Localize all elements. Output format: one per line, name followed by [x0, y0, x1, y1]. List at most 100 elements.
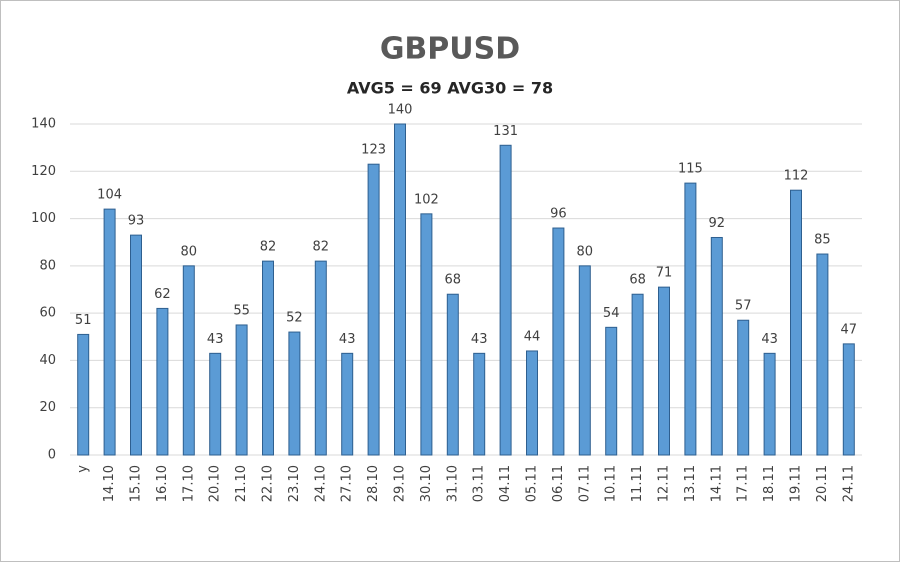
x-tick-label: 29.10: [393, 465, 408, 502]
bar: [77, 333, 90, 456]
data-label: 52: [286, 311, 303, 326]
bar: [578, 265, 591, 456]
data-label: 96: [550, 207, 567, 222]
x-tick-label: 17.11: [736, 465, 751, 502]
x-tick-label: 30.10: [419, 465, 434, 502]
x-tick-label: 14.11: [709, 465, 724, 502]
data-label: 93: [128, 214, 145, 229]
data-label: 80: [577, 244, 594, 259]
bar: [842, 343, 855, 456]
x-tick-label: у: [76, 465, 91, 473]
bar: [182, 265, 195, 456]
data-label: 68: [629, 273, 646, 288]
x-tick-label: 22.10: [261, 465, 276, 502]
data-label: 104: [97, 188, 122, 203]
bar: [209, 352, 222, 456]
data-label: 43: [761, 332, 778, 347]
data-label: 51: [75, 313, 92, 328]
data-label: 140: [388, 103, 413, 118]
data-label: 82: [260, 240, 277, 255]
bar: [763, 352, 776, 456]
data-label: 82: [313, 240, 330, 255]
data-label: 123: [361, 143, 386, 158]
x-tick-label: 21.10: [234, 465, 249, 502]
y-tick-label: 80: [39, 258, 56, 273]
data-label: 80: [181, 244, 198, 259]
x-tick-label: 15.10: [129, 465, 144, 502]
x-tick-label: 18.11: [762, 465, 777, 502]
x-tick-label: 06.11: [551, 465, 566, 502]
bar: [552, 227, 565, 456]
x-tick-label: 23.10: [287, 465, 302, 502]
bar: [790, 189, 802, 456]
bar: [420, 213, 433, 456]
x-tick-label: 27.10: [340, 465, 355, 502]
data-label: 92: [709, 216, 726, 231]
x-tick-label: 31.10: [445, 465, 460, 502]
bar: [816, 253, 829, 456]
bar: [658, 286, 670, 456]
data-label: 112: [784, 169, 809, 184]
bar: [235, 324, 248, 456]
bar: [314, 260, 327, 456]
bar: [394, 123, 406, 456]
y-tick-label: 40: [39, 353, 56, 368]
y-tick-label: 0: [48, 448, 56, 463]
x-tick-label: 20.11: [815, 465, 830, 502]
data-label: 71: [656, 266, 673, 281]
bar: [499, 144, 512, 456]
data-label: 47: [841, 322, 858, 337]
x-tick-label: 24.10: [313, 465, 328, 502]
x-tick-label: 10.11: [604, 465, 619, 502]
x-tick-label: 11.11: [630, 465, 645, 502]
bar: [631, 293, 644, 456]
data-label: 54: [603, 306, 620, 321]
x-tick-label: 16.10: [155, 465, 170, 502]
bar: [710, 236, 723, 456]
bar: [130, 234, 142, 456]
bar: [156, 307, 169, 456]
chart-subtitle: AVG5 = 69 AVG30 = 78: [347, 79, 553, 98]
x-tick-label: 07.11: [577, 465, 592, 502]
y-tick-label: 120: [31, 164, 56, 179]
x-tick-label: 20.10: [208, 465, 223, 502]
bar: [473, 352, 486, 456]
x-tick-label: 12.11: [657, 465, 672, 502]
bar: [288, 331, 301, 456]
x-tick-label: 19.11: [789, 465, 804, 502]
x-tick-label: 28.10: [366, 465, 381, 502]
data-label: 102: [414, 192, 439, 207]
x-tick-label: 05.11: [525, 465, 540, 502]
bar: [605, 326, 618, 456]
data-label: 68: [445, 273, 462, 288]
chart-title: GBPUSD: [380, 32, 520, 67]
data-label: 43: [339, 332, 356, 347]
data-label: 43: [471, 332, 488, 347]
bar: [367, 163, 380, 456]
x-tick-label: 24.11: [841, 465, 856, 502]
x-tick-label: 14.10: [102, 465, 117, 502]
y-tick-label: 60: [39, 306, 56, 321]
bar: [262, 260, 274, 456]
data-label: 85: [814, 233, 831, 248]
data-label: 43: [207, 332, 224, 347]
data-label: 115: [678, 162, 703, 177]
bar: [446, 293, 459, 456]
x-tick-label: 17.10: [181, 465, 196, 502]
y-tick-label: 20: [39, 400, 56, 415]
data-label: 57: [735, 299, 752, 314]
data-label: 44: [524, 329, 541, 344]
x-tick-label: 04.11: [498, 465, 513, 502]
x-tick-label: 03.11: [472, 465, 487, 502]
bar: [684, 182, 697, 456]
bar: [341, 352, 354, 456]
bar: [526, 350, 538, 456]
data-label: 62: [154, 287, 171, 302]
bar: [103, 208, 116, 456]
y-tick-label: 100: [31, 211, 56, 226]
bar: [737, 319, 750, 456]
data-label: 55: [233, 303, 250, 318]
